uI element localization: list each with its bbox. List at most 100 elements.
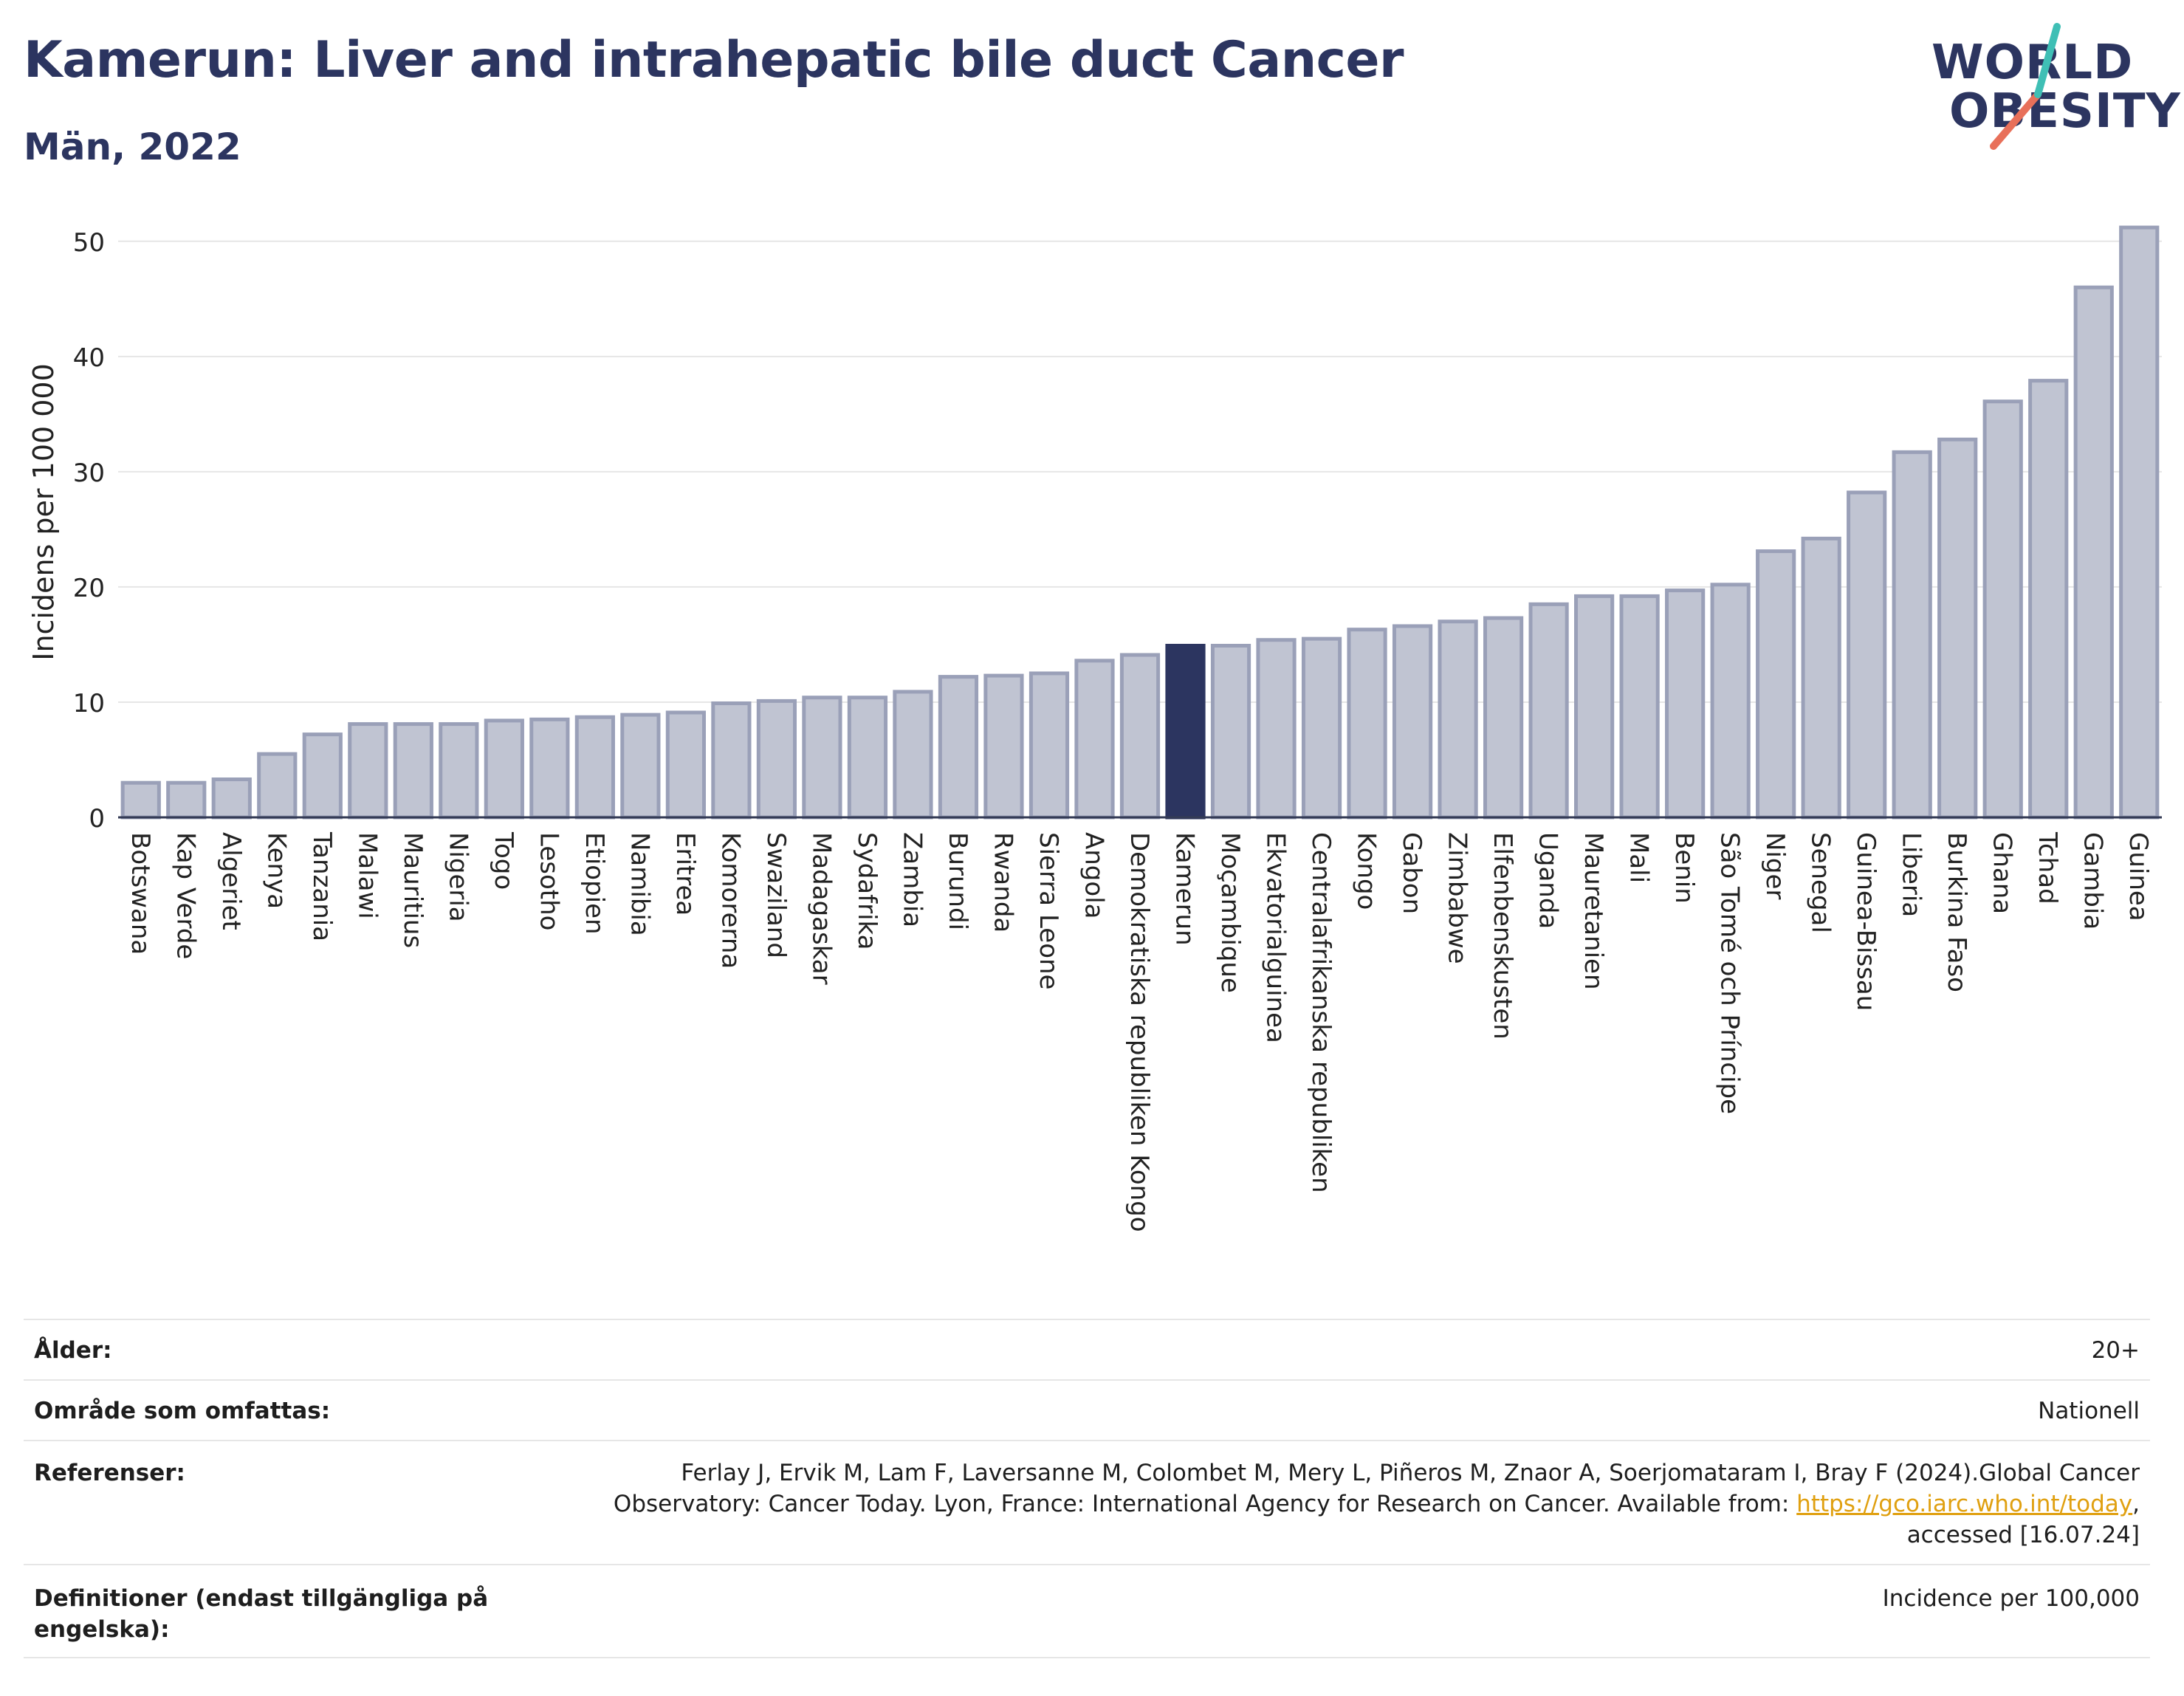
bar [1074, 659, 1115, 820]
x-tick-label: Guinea [2123, 832, 2153, 921]
reference-link[interactable]: https://gco.iarc.who.int/today [1796, 1491, 2133, 1517]
bar [2119, 225, 2160, 820]
info-row-area: Område som omfattas: Nationell [24, 1379, 2150, 1441]
bar [2073, 285, 2114, 820]
x-tick-label: Swaziland [761, 832, 791, 958]
x-tick-label: Lesotho [534, 832, 563, 930]
x-tick-label: Niger [1760, 832, 1790, 899]
bar [2028, 379, 2069, 820]
bar [938, 675, 979, 820]
info-label-definitions: Definitioner (endast tillgängliga på eng… [34, 1583, 488, 1645]
bar [1619, 594, 1660, 820]
x-tick-label: Liberia [1897, 832, 1926, 917]
x-tick-label: Mali [1624, 832, 1654, 883]
bar [1256, 638, 1297, 820]
bar [1438, 619, 1478, 820]
x-tick-label: Madagaskar [806, 832, 836, 985]
bar [484, 718, 524, 820]
x-tick-label: Etiopien [580, 832, 609, 935]
x-tick-label: Kap Verde [171, 832, 200, 959]
x-tick-label: Kenya [261, 832, 291, 909]
x-tick-label: Gabon [1397, 832, 1426, 914]
x-tick-label: Demokratiska republiken Kongo [1124, 832, 1154, 1232]
bar [348, 722, 388, 820]
bar [211, 777, 252, 820]
x-tick-label: Uganda [1534, 832, 1563, 929]
info-label-age: Ålder: [34, 1337, 112, 1364]
bar [393, 722, 433, 820]
reference-line-2-text: Observatory: Cancer Today. Lyon, France:… [613, 1491, 1797, 1517]
logo-word-world: WORLD [1931, 35, 2134, 90]
y-tick-label: 20 [73, 574, 105, 603]
x-tick-label: Angola [1079, 832, 1108, 919]
bar-chart: 0 10 20 30 40 50 Incidens per 100 000 Botswana K… [27, 225, 2162, 1232]
bar [1392, 624, 1433, 820]
x-tick-label: Ghana [1988, 832, 2017, 914]
bar [1801, 536, 1841, 820]
x-tick-label: Rwanda [988, 832, 1017, 933]
bar [574, 715, 615, 820]
x-tick-label: Mauritius [398, 832, 427, 948]
x-tick-label: Guinea-Bissau [1851, 832, 1881, 1011]
y-tick-label: 10 [73, 689, 105, 718]
reference-line-3: accessed [16.07.24] [1906, 1522, 2140, 1548]
chart-subtitle: Män, 2022 [24, 126, 241, 168]
x-tick-label: Tchad [2033, 831, 2062, 904]
bar [120, 780, 161, 820]
info-row-definitions: Definitioner (endast tillgängliga på eng… [24, 1564, 2150, 1658]
bar [1847, 490, 1887, 820]
x-tick-label: Namibia [625, 832, 654, 936]
bar [1665, 588, 1706, 820]
bar [257, 752, 298, 820]
bar [1119, 653, 1161, 820]
bar [1483, 616, 1524, 820]
info-row-age: Ålder: 20+ [24, 1319, 2150, 1381]
x-tick-label: Zimbabwe [1443, 832, 1472, 964]
bar [439, 722, 479, 820]
info-value-age: 20+ [2091, 1337, 2140, 1364]
world-obesity-logo: WORLD OBESITY [1927, 21, 2180, 154]
x-tick-label: Elfenbenskusten [1488, 832, 1517, 1040]
reference-line-1: Ferlay J, Ervik M, Lam F, Laversanne M, … [681, 1460, 2140, 1486]
info-label-area: Område som omfattas: [34, 1398, 331, 1424]
definitions-label-line-1: Definitioner (endast tillgängliga på [34, 1585, 489, 1612]
x-tick-label: Senegal [1806, 832, 1836, 933]
bar [756, 698, 797, 820]
bar [1574, 594, 1615, 820]
x-tick-label: Mauretanien [1579, 832, 1608, 990]
bar [847, 696, 888, 820]
reference-line-2-end: , [2132, 1491, 2140, 1517]
bar [802, 696, 842, 820]
bar [983, 673, 1024, 820]
x-tick-label: Kongo [1352, 832, 1381, 910]
y-tick-label: 30 [73, 459, 105, 488]
definitions-label-line-2: engelska): [34, 1616, 170, 1643]
bar [1301, 636, 1342, 820]
bar [1210, 644, 1251, 820]
x-tick-label: Zambia [897, 832, 927, 927]
reference-line-2: Observatory: Cancer Today. Lyon, France:… [614, 1489, 2140, 1520]
bar [1029, 671, 1070, 820]
bar [711, 701, 752, 820]
x-tick-label: Tanzania [307, 831, 337, 941]
bar [665, 710, 706, 820]
bar [1937, 437, 1978, 820]
x-tick-label: Burundi [943, 832, 972, 930]
bar [1892, 450, 1932, 820]
bar [1347, 628, 1387, 820]
bar [529, 717, 570, 820]
y-tick-label: 40 [73, 343, 105, 373]
bar [620, 713, 661, 820]
x-tick-label: Malawi [352, 832, 382, 919]
bar [893, 690, 933, 820]
info-value-definitions: Incidence per 100,000 [1882, 1585, 2140, 1612]
x-tick-label: Sydafrika [852, 832, 882, 950]
x-tick-label: São Tomé och Príncipe [1715, 832, 1745, 1114]
x-tick-label: Moçambique [1215, 832, 1245, 993]
y-tick-label: 50 [73, 228, 105, 258]
x-tick-label: Eritrea [670, 832, 700, 916]
info-label-references: Referenser: [34, 1460, 185, 1486]
logo-word-obesity: OBESITY [1949, 84, 2181, 139]
x-tick-label: Burkina Faso [1942, 832, 1971, 992]
bar [1756, 549, 1796, 820]
